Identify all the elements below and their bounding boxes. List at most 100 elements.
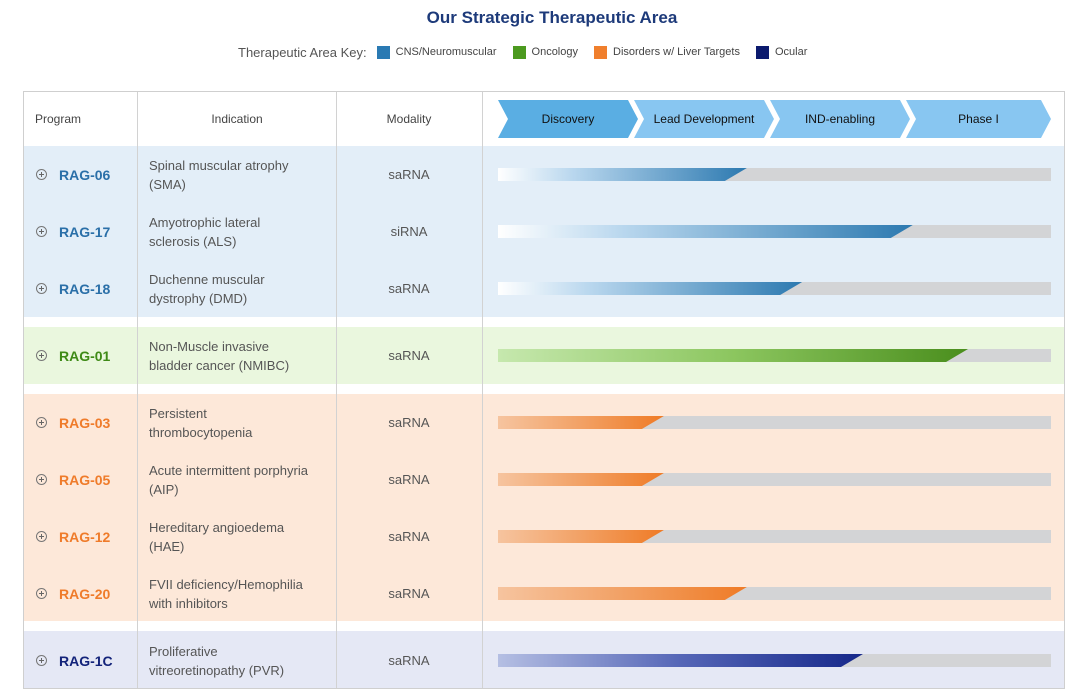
program-cell[interactable]: RAG-12	[36, 508, 110, 565]
indication-cell: Persistent thrombocytopenia	[149, 394, 339, 451]
stage-phase-1: Phase I	[906, 100, 1051, 138]
expand-icon[interactable]	[36, 474, 47, 485]
program-name: RAG-17	[59, 223, 111, 240]
stage-arrow-shape	[906, 100, 1051, 138]
table-row-rag-03[interactable]: RAG-03 Persistent thrombocytopenia saRNA	[24, 394, 1064, 451]
indication-line-1: Hereditary angioedema	[149, 519, 285, 535]
program-name: RAG-20	[59, 585, 111, 602]
program-name: RAG-06	[59, 166, 111, 183]
indication-line-2: (AIP)	[149, 481, 179, 497]
indication-cell: Spinal muscular atrophy (SMA)	[149, 146, 339, 203]
program-header: Program	[35, 112, 82, 126]
page-title: Our Strategic Therapeutic Area	[426, 8, 678, 27]
key-label-oncology: Oncology	[531, 46, 578, 58]
band-gap	[24, 621, 1064, 631]
modality-header: Modality	[386, 112, 432, 126]
band-gap	[24, 384, 1064, 394]
program-cell[interactable]: RAG-20	[36, 565, 110, 622]
ocular-swatch	[755, 45, 769, 59]
progress-track	[498, 349, 1051, 362]
key-item-cns: CNS/Neuromuscular	[376, 45, 497, 59]
liver-band	[24, 394, 1064, 621]
indication-line-2: bladder cancer (NMIBC)	[149, 357, 290, 373]
progress-track	[498, 473, 1051, 486]
progress-track	[498, 168, 1051, 181]
indication-line-1: Persistent	[149, 405, 207, 421]
table-row-rag-06[interactable]: RAG-06 Spinal muscular atrophy (SMA) saRN…	[24, 146, 1064, 203]
table-row-rag-05[interactable]: RAG-05 Acute intermittent porphyria (AIP)…	[24, 451, 1064, 508]
modality-cell: saRNA	[388, 472, 430, 487]
stage-arrow-shape	[770, 100, 910, 138]
stage-arrow-shape	[498, 100, 638, 138]
expand-icon[interactable]	[36, 226, 47, 237]
band-gap	[24, 317, 1064, 327]
program-name: RAG-01	[59, 347, 111, 364]
progress-track	[498, 530, 1051, 543]
progress-fill	[498, 282, 802, 295]
indication-cell: Amyotrophic lateral sclerosis (ALS)	[149, 203, 339, 260]
program-name: RAG-18	[59, 280, 111, 297]
program-cell[interactable]: RAG-17	[36, 203, 110, 260]
indication-cell: Proliferative vitreoretinopathy (PVR)	[149, 632, 339, 688]
key-item-liver: Disorders w/ Liver Targets	[594, 45, 740, 59]
stage-ind-enabling: IND-enabling	[770, 100, 910, 138]
stage-label: Lead Development	[653, 112, 755, 126]
modality-cell: siRNA	[390, 224, 428, 239]
progress-fill	[498, 654, 863, 667]
indication-header: Indication	[211, 112, 263, 126]
progress-fill	[498, 168, 747, 181]
expand-icon[interactable]	[36, 417, 47, 428]
progress-fill	[498, 587, 747, 600]
column-divider	[137, 92, 138, 688]
modality-cell: saRNA	[388, 348, 430, 363]
indication-line-1: Spinal muscular atrophy	[149, 157, 289, 173]
table-row-rag-17[interactable]: RAG-17 Amyotrophic lateral sclerosis (ALS…	[24, 203, 1064, 260]
indication-cell: Non-Muscle invasive bladder cancer (NMIBC…	[149, 327, 339, 384]
program-cell[interactable]: RAG-18	[36, 260, 110, 317]
progress-track	[498, 654, 1051, 667]
table-row-rag-01[interactable]: RAG-01 Non-Muscle invasive bladder cancer…	[24, 327, 1064, 384]
table-header: Program Indication Modality Discovery Le…	[24, 92, 1064, 146]
indication-cell: FVII deficiency/Hemophilia with inhibitor…	[149, 565, 339, 622]
table-row-rag-20[interactable]: RAG-20 FVII deficiency/Hemophilia with in…	[24, 565, 1064, 622]
expand-icon[interactable]	[36, 350, 47, 361]
progress-fill	[498, 416, 664, 429]
program-cell[interactable]: RAG-01	[36, 327, 110, 384]
stage-label: Discovery	[541, 112, 595, 126]
stage-lead-development: Lead Development	[634, 100, 774, 138]
table-row-rag-12[interactable]: RAG-12 Hereditary angioedema (HAE) saRNA	[24, 508, 1064, 565]
expand-icon[interactable]	[36, 655, 47, 666]
program-cell[interactable]: RAG-1C	[36, 632, 113, 688]
stage-label: Phase I	[958, 112, 999, 126]
key-label-ocular: Ocular	[774, 46, 808, 58]
column-divider	[482, 92, 483, 688]
program-name: RAG-05	[59, 471, 111, 488]
progress-track	[498, 587, 1051, 600]
indication-line-2: (SMA)	[149, 176, 186, 192]
program-cell[interactable]: RAG-06	[36, 146, 110, 203]
indication-line-2: vitreoretinopathy (PVR)	[149, 662, 285, 678]
key-title: Therapeutic Area Key:	[238, 44, 367, 60]
progress-fill	[498, 473, 664, 486]
expand-icon[interactable]	[36, 588, 47, 599]
progress-track	[498, 282, 1051, 295]
modality-cell: saRNA	[388, 529, 430, 544]
expand-icon[interactable]	[36, 283, 47, 294]
table-row-rag-18[interactable]: RAG-18 Duchenne muscular dystrophy (DMD) …	[24, 260, 1064, 317]
program-name: RAG-1C	[59, 652, 113, 669]
indication-line-2: thrombocytopenia	[149, 424, 253, 440]
progress-fill	[498, 530, 664, 543]
indication-cell: Acute intermittent porphyria (AIP)	[149, 451, 339, 508]
indication-line-2: (HAE)	[149, 538, 185, 554]
program-cell[interactable]: RAG-03	[36, 394, 110, 451]
modality-cell: saRNA	[388, 167, 430, 182]
table-row-rag-1c[interactable]: RAG-1C Proliferative vitreoretinopathy (P…	[24, 632, 1064, 688]
stage-label: IND-enabling	[804, 112, 876, 126]
modality-cell: saRNA	[388, 281, 430, 296]
expand-icon[interactable]	[36, 169, 47, 180]
indication-line-1: FVII deficiency/Hemophilia	[149, 576, 303, 592]
expand-icon[interactable]	[36, 531, 47, 542]
column-divider	[336, 92, 337, 688]
program-cell[interactable]: RAG-05	[36, 451, 110, 508]
liver-swatch	[594, 45, 607, 59]
